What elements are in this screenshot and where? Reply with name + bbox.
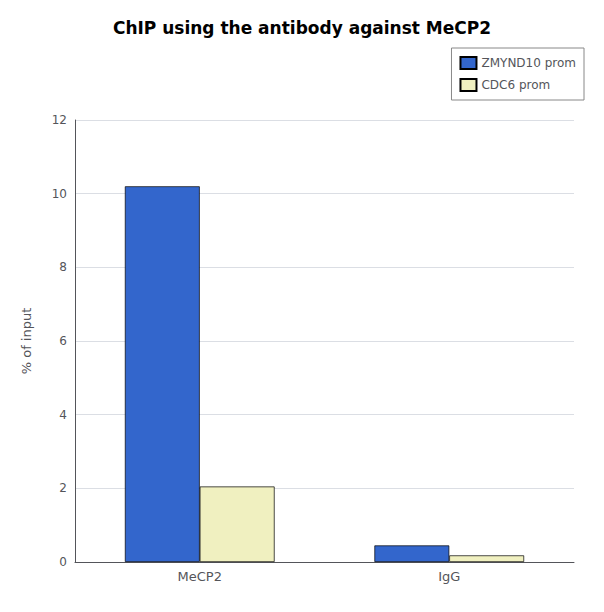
svg-text:6: 6 [59, 334, 67, 348]
svg-text:CDC6 prom: CDC6 prom [481, 78, 550, 92]
svg-text:% of input: % of input [19, 308, 34, 375]
svg-text:IgG: IgG [438, 569, 460, 584]
svg-text:12: 12 [52, 113, 67, 127]
svg-text:MeCP2: MeCP2 [178, 569, 222, 584]
svg-text:4: 4 [59, 408, 67, 422]
svg-text:8: 8 [59, 260, 67, 274]
svg-text:0: 0 [59, 555, 67, 569]
svg-text:10: 10 [52, 187, 67, 201]
svg-text:ChIP using the antibody agains: ChIP using the antibody against MeCP2 [113, 18, 491, 38]
svg-text:ZMYND10 prom: ZMYND10 prom [481, 56, 576, 70]
svg-text:2: 2 [59, 481, 67, 495]
